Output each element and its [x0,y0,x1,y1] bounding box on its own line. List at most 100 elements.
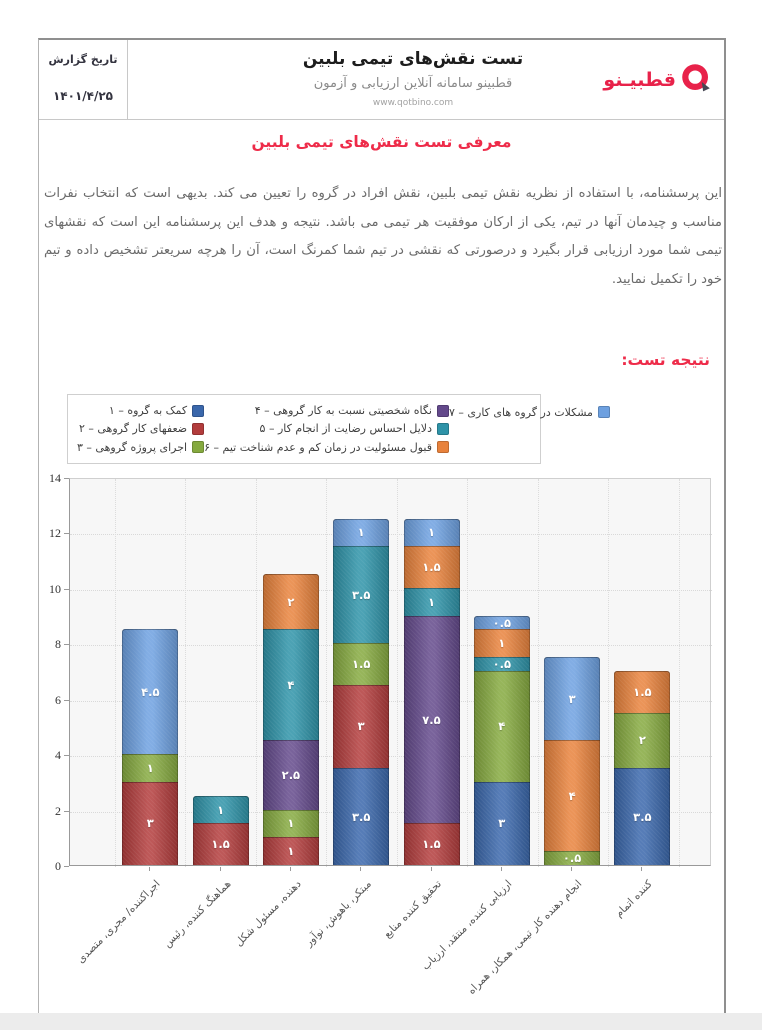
y-axis-tick [64,478,69,479]
bar-segment: ۳ [473,781,530,865]
bar-value-label: ۱ [357,525,365,540]
bar-segment: ۱ [122,754,179,782]
legend-column: نگاه شخصیتی نسبت به کار گروهی – ۴ دلایل ا… [204,402,449,456]
bar-segment: ۳.۵ [614,768,671,865]
y-axis-label: 10 [49,581,61,596]
legend-item: نگاه شخصیتی نسبت به کار گروهی – ۴ [204,402,449,419]
legend-item: دلایل احساس رضایت از انجام کار – ۵ [204,420,449,437]
x-axis-tick [289,867,291,871]
bar-segment: ۱.۵ [192,823,249,865]
y-axis-tick [64,755,69,757]
y-axis-tick [64,644,69,646]
legend-column: مشکلات در گروه های کاری – ۷ [449,402,610,456]
bar-segment: ۱.۵ [614,671,671,713]
bar-segment: ۱.۵ [403,546,460,588]
bar-value-label: ۱ [427,594,436,609]
bar-value-label: ۱.۵ [422,560,441,575]
legend-item: ضعفهای کار گروهی – ۲ [77,420,205,437]
page-bottom-strip [0,1013,762,1030]
bar-segment: ۴ [262,629,319,741]
legend-item-label: قبول مسئولیت در زمان کم و عدم شناخت تیم … [204,440,432,454]
legend-color-swatch [192,441,205,454]
bar-segment: ۱ [333,518,390,547]
x-axis-tick [430,867,432,871]
legend-item-label: ضعفهای کار گروهی – ۲ [78,422,188,436]
bar-stack: ۳ ۴ ۰.۵ ۱ ۰.۵ [473,616,530,865]
bar-value-label: ۳ [146,816,154,831]
y-axis-label: 0 [55,859,61,873]
bar-segment: ۷.۵ [403,615,460,824]
gridline-h [70,589,712,591]
legend-item: قبول مسئولیت در زمان کم و عدم شناخت تیم … [204,439,449,456]
report-sheet: تاریخ گزارش ۱۴۰۱/۴/۲۵ تست نقش‌های تیمی ب… [38,38,726,1013]
result-heading: نتیجه تست: [621,351,710,369]
bar-value-label: ۳.۵ [351,587,371,602]
bar-segment: ۳ [333,684,390,768]
bar-segment: ۱ [403,518,460,547]
bar-segment: ۴ [473,671,530,782]
intro-heading: معرفی تست نقش‌های تیمی بلبین [251,133,512,151]
bar-value-label: ۱.۵ [633,684,652,699]
bar-segment: ۰.۵ [473,657,530,672]
legend-column: کمک به گروه – ۱ ضعفهای کار گروهی – ۲ اجرای… [77,402,205,456]
y-axis-label: 6 [55,692,61,707]
page-subtitle: قطبینو سامانه آنلاین ارزیابی و آزمون [313,76,513,91]
chart-plot-area: ۳ ۱ ۴.۵ ۱.۵ ۱ ۱ ۱ ۲.۵ ۴ ۲ ۳.۵ ۳ ۱.۵ ۳.۵ ۱ ۱.۵ ۷.۵ ۱ ۱.۵ ۱ ۳ ۴… [69,478,712,867]
bar-value-label: ۱ [217,802,225,817]
bar-segment: ۱ [262,809,319,838]
legend-color-swatch [436,422,449,435]
legend-item-label: اجرای پروژه گروهی – ۳ [77,440,188,454]
bar-value-label: ۳.۵ [633,809,652,824]
legend-item-label: مشکلات در گروه های کاری – ۷ [448,405,593,419]
bar-segment: ۳.۵ [333,768,390,865]
bar-segment: ۱ [473,629,530,658]
bar-value-label: ۳ [357,719,365,734]
bar-segment: ۰.۵ [544,851,601,865]
gridline-v [678,479,680,867]
gridline-v [467,479,469,867]
bar-value-label: ۲ [638,733,646,748]
legend-item: مشکلات در گروه های کاری – ۷ [449,402,610,422]
x-axis-tick [219,867,221,871]
y-axis-label: 2 [55,803,61,818]
legend-item-label: دلایل احساس رضایت از انجام کار – ۵ [259,422,432,436]
gridline-h [70,645,712,647]
bar-segment: ۳ [122,781,179,865]
x-axis-tick [571,867,573,871]
bar-segment: ۳ [544,657,601,741]
bar-value-label: ۱.۵ [211,837,230,852]
bar-value-label: ۲ [287,594,295,609]
bar-segment: ۱ [403,587,460,616]
x-axis-label: کننده اتمام [612,878,655,920]
gridline-v [396,479,398,867]
y-axis-label: 12 [49,526,61,541]
x-axis-label: تحقیق کننده منابع [381,878,444,941]
qotbino-logo: قطبیـنو [603,62,712,98]
y-axis-label: 14 [49,471,61,485]
bar-value-label: ۳ [568,691,576,706]
gridline-v [537,479,539,867]
bar-stack: ۰.۵ ۴ ۳ [544,657,601,865]
x-axis-tick [360,867,362,871]
y-axis-tick [64,699,69,701]
bar-value-label: ۱ [146,761,154,775]
bar-stack: ۱ ۱ ۲.۵ ۴ ۲ [262,574,319,865]
bar-value-label: ۴ [498,719,506,734]
bar-value-label: ۱.۵ [422,837,441,852]
x-axis-tick [641,867,643,871]
page-title: تست نقش‌های تیمی بلبین [302,49,524,69]
bar-segment: ۴.۵ [122,629,179,755]
bar-value-label: ۲.۵ [281,767,301,782]
belbin-stacked-bar-chart: کمک به گروه – ۱ ضعفهای کار گروهی – ۲ اجرای… [39,380,727,1012]
gridline-h [70,534,712,536]
bar-value-label: ۳.۵ [351,809,371,824]
intro-paragraph: این پرسشنامه، با استفاده از نظریه نقش تی… [44,186,722,287]
bar-value-label: ۴ [568,788,576,803]
report-header: تاریخ گزارش ۱۴۰۱/۴/۲۵ تست نقش‌های تیمی ب… [39,40,724,120]
bar-value-label: ۰.۵ [492,657,511,672]
x-axis-tick [149,867,151,871]
y-axis-tick [64,810,69,812]
gridline-h [70,700,712,702]
legend-color-swatch [192,422,205,435]
